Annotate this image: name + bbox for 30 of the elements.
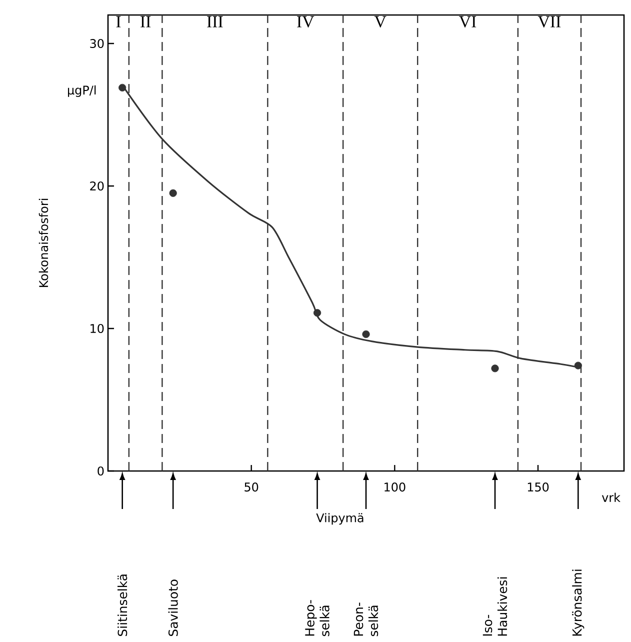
text: Iso- Haukivesi <box>482 577 508 636</box>
x-tick-label: 150 <box>528 482 549 492</box>
y-tick-label: 0 <box>98 466 104 476</box>
point <box>362 330 370 338</box>
point <box>118 84 126 92</box>
ref-line-label: II <box>140 16 151 28</box>
x-tick-label: 50 <box>244 482 258 492</box>
y-tick-label: 30 <box>90 38 104 48</box>
y-tick-label: 10 <box>90 324 104 334</box>
text: Kyrönsalmi <box>572 570 584 636</box>
ref-line-label: V <box>374 16 386 28</box>
text: µgP/l <box>68 85 96 97</box>
ref-line-label: III <box>207 16 223 28</box>
y-axis-title: Kokonaisfosfori <box>38 198 48 287</box>
ref-line-label: IV <box>297 16 314 28</box>
point <box>574 362 582 370</box>
ref-line-label: VI <box>459 16 476 28</box>
text: Peon- selkä <box>354 602 378 636</box>
point <box>313 309 322 317</box>
text: Siitinselkä <box>118 574 128 636</box>
text: vrk <box>602 492 620 502</box>
text: Saviluoto <box>168 580 178 636</box>
ref-line-label: I <box>116 16 121 28</box>
text: Hepo- selkä <box>305 600 330 636</box>
ref-line-label: VII <box>538 16 561 28</box>
point <box>169 189 177 197</box>
x-tick-label: 100 <box>384 482 406 492</box>
y-tick-label: 20 <box>90 181 104 191</box>
point <box>491 364 499 372</box>
x-axis-title: Viipymä <box>316 513 364 525</box>
